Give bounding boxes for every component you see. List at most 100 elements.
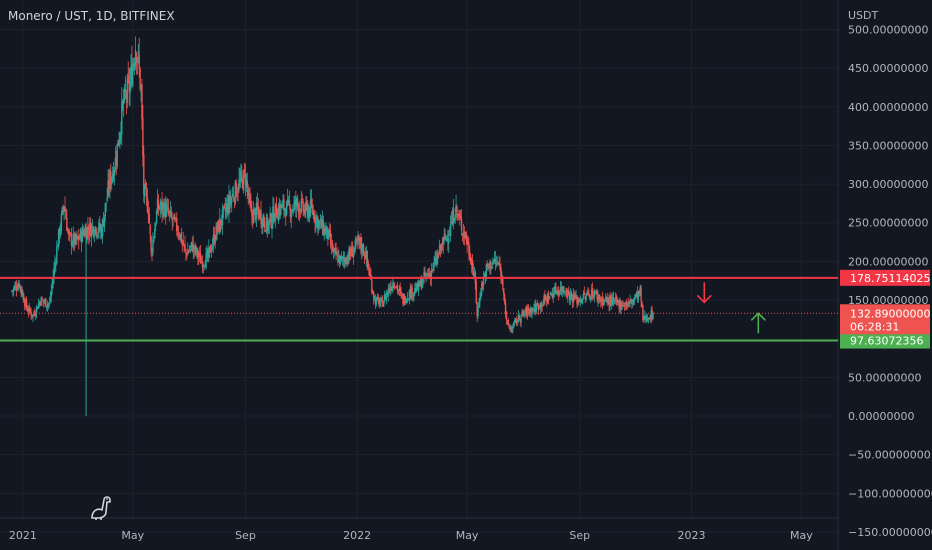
candle: [230, 189, 232, 209]
candle: [51, 278, 53, 295]
candle-body: [330, 242, 333, 246]
candle: [454, 207, 456, 225]
tradingview-dino-icon[interactable]: [88, 492, 116, 525]
candle: [101, 217, 104, 244]
candle: [436, 250, 438, 268]
candle-body: [611, 298, 613, 306]
candle: [118, 131, 120, 148]
candle-body: [649, 318, 651, 320]
candle: [280, 204, 282, 216]
candle-body: [387, 288, 390, 295]
candle: [85, 224, 87, 239]
candle-body: [103, 214, 106, 228]
candle: [122, 98, 124, 111]
candle-body: [207, 249, 209, 258]
candle: [612, 291, 615, 307]
candle: [209, 246, 211, 258]
symbol-title[interactable]: Monero / UST, 1D, BITFINEX: [8, 9, 175, 23]
candle: [497, 261, 499, 266]
candle: [555, 282, 557, 295]
candle-body: [568, 293, 571, 301]
candle: [615, 293, 618, 306]
candle: [400, 286, 402, 299]
candle-body: [361, 244, 364, 254]
candle: [614, 292, 617, 305]
candle: [165, 198, 168, 218]
candle: [270, 212, 272, 229]
candle-body: [70, 233, 73, 246]
candle-body: [198, 256, 200, 258]
candle-body: [340, 256, 343, 258]
candle-body: [187, 251, 189, 255]
candle-body: [504, 302, 507, 313]
candle-body: [101, 219, 104, 237]
candle: [170, 206, 172, 219]
candle: [221, 203, 224, 236]
candle: [321, 210, 324, 236]
candle-body: [305, 201, 307, 212]
candle-body: [419, 279, 422, 286]
candle-body: [107, 180, 109, 196]
candle-body: [426, 274, 428, 276]
candle-body: [170, 211, 172, 217]
candle: [629, 294, 631, 308]
candle: [568, 291, 571, 306]
candle-body: [349, 247, 351, 255]
candle: [55, 258, 57, 272]
candle-body: [73, 233, 75, 245]
candle-body: [34, 313, 36, 316]
candle-body: [78, 238, 81, 240]
candle: [119, 132, 121, 149]
candle: [590, 284, 593, 301]
candle: [449, 215, 452, 242]
candle: [292, 208, 294, 217]
candle: [375, 296, 378, 307]
candle: [42, 299, 44, 307]
candle-body: [194, 245, 196, 249]
candle: [466, 234, 468, 253]
candle-body: [334, 247, 336, 250]
candle-body: [610, 296, 612, 305]
x-tick-label: 2023: [677, 529, 705, 542]
candle: [505, 310, 508, 325]
candle: [637, 290, 640, 303]
candle: [481, 281, 484, 290]
candle: [46, 300, 49, 312]
candle-body: [147, 209, 150, 215]
candle: [389, 282, 391, 297]
candle: [636, 286, 639, 303]
candle-body: [572, 293, 575, 303]
candle-body: [596, 291, 598, 300]
x-tick-label: May: [121, 529, 144, 542]
candle: [459, 209, 462, 221]
candle: [645, 313, 648, 324]
candle-body: [379, 302, 381, 305]
candle-body: [99, 223, 101, 231]
candle-body: [250, 202, 252, 210]
candle-body: [312, 211, 314, 216]
candle: [189, 245, 192, 254]
candle-body: [372, 292, 375, 299]
candle-body: [414, 288, 416, 294]
candle-body: [391, 286, 393, 291]
candle: [278, 197, 281, 220]
candle-body: [467, 243, 469, 244]
candle-body: [374, 299, 377, 305]
candle: [566, 287, 568, 299]
candle: [240, 163, 242, 188]
candle-body: [325, 229, 327, 236]
candle: [75, 232, 77, 245]
candle-body: [293, 203, 295, 210]
candle-body: [167, 208, 170, 214]
candle: [289, 204, 292, 223]
candle-body: [57, 229, 60, 247]
candle: [357, 230, 359, 245]
candle-body: [94, 226, 96, 232]
candle: [350, 241, 353, 257]
candle: [166, 197, 169, 212]
candle-body: [525, 307, 528, 316]
candle-body: [104, 203, 107, 216]
candle: [244, 163, 247, 197]
candle-body: [222, 206, 225, 210]
